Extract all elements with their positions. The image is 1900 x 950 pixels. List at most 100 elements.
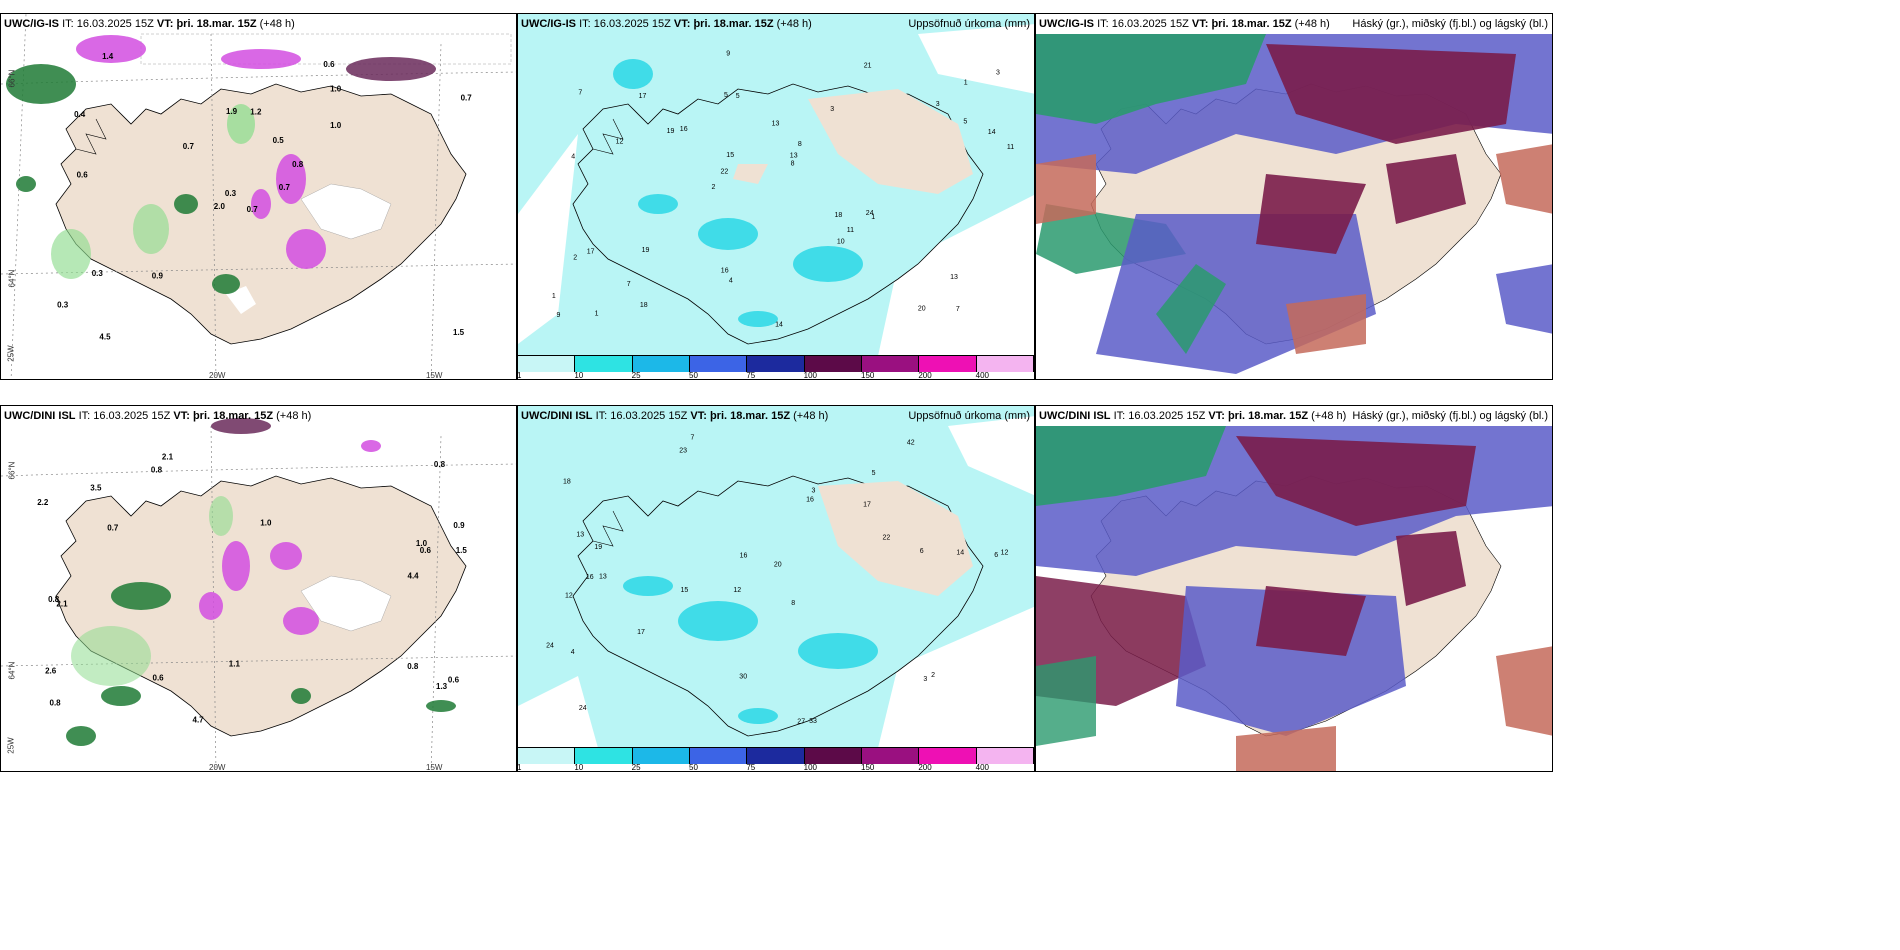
colorbar-tick-label: 25 xyxy=(631,763,641,772)
precip-value-label: 33 xyxy=(809,718,817,725)
precip-value-label: 2 xyxy=(712,184,716,191)
precip-value-label: 30 xyxy=(739,674,747,681)
panel-title: UWC/DINI ISL IT: 16.03.2025 15Z VT: þri.… xyxy=(4,410,312,422)
precip-value-label: 4 xyxy=(571,153,575,160)
cloud-panel-top: UWC/IG-IS IT: 16.03.2025 15Z VT: þri. 18… xyxy=(1035,13,1553,380)
wx-value-label: 0.6 xyxy=(448,676,460,685)
wx-value-label: 2.1 xyxy=(56,600,68,609)
panel-title: UWC/IG-IS IT: 16.03.2025 15Z VT: þri. 18… xyxy=(1039,18,1330,30)
precip-value-label: 6 xyxy=(920,548,924,555)
axis-label: 64°N xyxy=(7,661,17,680)
precip-value-label: 2 xyxy=(931,672,935,679)
wx-value-label: 0.8 xyxy=(292,160,304,169)
wx-value-label: 0.9 xyxy=(453,521,465,530)
cloud-map xyxy=(1036,14,1552,379)
precip-value-label: 7 xyxy=(691,435,695,442)
wx-value-label: 0.7 xyxy=(107,523,119,532)
precip-value-label: 13 xyxy=(950,274,958,281)
colorbar-tick-label: 150 xyxy=(861,371,875,380)
precip-value-label: 18 xyxy=(563,479,571,486)
wx-value-label: 2.2 xyxy=(37,498,49,507)
precip-panel-bottom: UWC/DINI ISL IT: 16.03.2025 15Z VT: þri.… xyxy=(517,405,1035,772)
wx-panel-bottom: UWC/DINI ISL IT: 16.03.2025 15Z VT: þri.… xyxy=(0,405,517,772)
wx-value-label: 0.7 xyxy=(183,142,195,151)
precip-value-label: 16 xyxy=(806,497,814,504)
colorbar-swatch xyxy=(518,356,576,372)
wx-value-label: 3.5 xyxy=(90,484,102,493)
precip-value-label: 3 xyxy=(812,488,816,495)
precip-value-label: 18 xyxy=(835,212,843,219)
precip-value-label: 4 xyxy=(729,278,733,285)
colorbar-tick-label: 200 xyxy=(918,763,932,772)
wx-value-label: 1.5 xyxy=(453,328,465,337)
precip-value-label: 16 xyxy=(721,268,729,275)
precip-value-label: 13 xyxy=(790,152,798,159)
precip-value-label: 20 xyxy=(774,562,782,569)
precip-value-label: 15 xyxy=(681,587,689,594)
precip-value-label: 5 xyxy=(872,470,876,477)
precip-value-label: 12 xyxy=(616,139,624,146)
colorbar-tick-label: 75 xyxy=(746,371,756,380)
precip-value-label: 5 xyxy=(724,92,728,99)
precip-value-label: 5 xyxy=(736,93,740,100)
wx-panel-top: UWC/IG-IS IT: 16.03.2025 15Z VT: þri. 18… xyxy=(0,13,517,380)
cloud-map xyxy=(1036,406,1552,771)
precip-map: 7412315131716175817911185221615172119201… xyxy=(518,14,1034,356)
precip-value-label: 12 xyxy=(733,587,741,594)
colorbar-swatch xyxy=(632,356,690,372)
wx-value-label: 4.7 xyxy=(193,716,205,725)
axis-label: 20W xyxy=(209,371,226,380)
axis-label: 25W xyxy=(6,737,16,754)
wx-value-label: 0.3 xyxy=(57,301,69,310)
wx-value-label: 2.1 xyxy=(162,452,174,461)
colorbar-swatch xyxy=(976,748,1034,764)
precip-value-label: 8 xyxy=(791,161,795,168)
axis-label: 15W xyxy=(426,371,443,380)
precip-value-label: 23 xyxy=(679,447,687,454)
precip-value-label: 7 xyxy=(956,306,960,313)
colorbar-tick-label: 75 xyxy=(746,763,756,772)
colorbar-tick-label: 200 xyxy=(918,371,932,380)
precip-value-label: 6 xyxy=(994,552,998,559)
colorbar-swatch xyxy=(632,748,690,764)
colorbar-tick-label: 100 xyxy=(803,371,818,380)
colorbar-tick-label: 1 xyxy=(517,763,522,772)
colorbar-tick-label: 400 xyxy=(975,371,990,380)
precip-value-label: 27 xyxy=(797,719,805,726)
colorbar-tick-label: 150 xyxy=(861,763,875,772)
precip-value-label: 12 xyxy=(1001,549,1009,556)
precip-value-label: 3 xyxy=(936,101,940,108)
wx-value-label: 1.3 xyxy=(436,682,448,691)
panel-title: UWC/DINI ISL IT: 16.03.2025 15Z VT: þri.… xyxy=(1039,410,1347,422)
precip-value-label: 8 xyxy=(791,600,795,607)
precip-value-label: 17 xyxy=(639,93,647,100)
wx-value-label: 2.0 xyxy=(214,202,226,211)
precip-value-label: 17 xyxy=(637,629,645,636)
wx-value-label: 0.3 xyxy=(92,269,104,278)
panel-title: UWC/IG-IS IT: 16.03.2025 15Z VT: þri. 18… xyxy=(521,18,812,30)
precip-value-label: 1 xyxy=(964,79,968,86)
colorbar-tick-label: 100 xyxy=(803,763,818,772)
precip-value-label: 14 xyxy=(988,129,996,136)
wx-value-label: 1.0 xyxy=(260,519,272,528)
precip-value-label: 4 xyxy=(571,649,575,656)
wx-value-label: 4.4 xyxy=(408,572,420,581)
wx-value-label: 0.8 xyxy=(50,699,62,708)
colorbar-swatch xyxy=(861,748,920,764)
precip-value-label: 8 xyxy=(798,141,802,148)
wx-value-label: 0.7 xyxy=(461,94,473,103)
wx-value-label: 0.7 xyxy=(279,183,291,192)
wx-value-label: 0.6 xyxy=(420,546,432,555)
precip-value-label: 19 xyxy=(667,128,675,135)
colorbar-tick-label: 50 xyxy=(689,763,698,772)
panel-title: UWC/IG-IS IT: 16.03.2025 15Z VT: þri. 18… xyxy=(4,18,295,30)
colorbar-swatch xyxy=(804,356,862,372)
colorbar-swatch xyxy=(976,356,1034,372)
precip-colorbar: 1 10 25 50 75 100 150 200 400 xyxy=(518,355,1034,379)
precip-value-label: 13 xyxy=(772,120,780,127)
precip-value-label: 12 xyxy=(565,592,573,599)
precip-value-label: 7 xyxy=(627,281,631,288)
wx-value-label: 0.5 xyxy=(273,136,285,145)
wx-map: 0.7 0.4 0.3 0.3 0.8 0.9 0.6 1.2 1.0 0.7 1.4 1.5 0.6 0… xyxy=(1,14,516,379)
cloud-title: Háský (gr.), miðský (fj.bl.) og lágský (… xyxy=(1352,410,1548,422)
